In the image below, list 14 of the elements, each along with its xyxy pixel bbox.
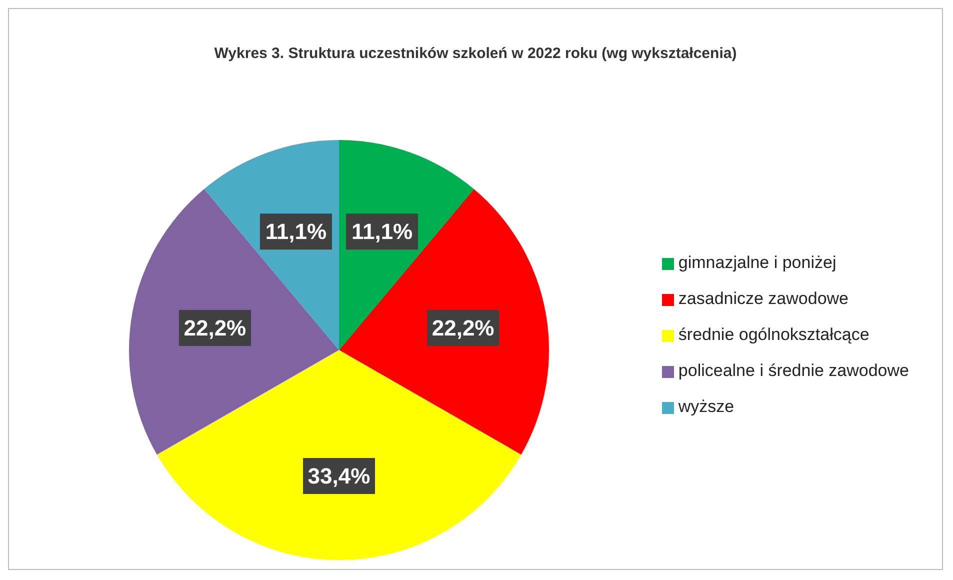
chart-title: Wykres 3. Struktura uczestników szkoleń w 2022 roku (wg wykształcenia) [213, 44, 738, 64]
pie-slice [339, 189, 549, 455]
data-label: 22,2% [184, 315, 246, 340]
data-label: 22,2% [432, 315, 494, 340]
legend-label: gimnazjalne i poniżej [678, 253, 836, 272]
data-label: 11,1% [351, 219, 413, 244]
data-label: 11,1% [265, 219, 327, 244]
pie-slice [129, 189, 339, 455]
legend-label: policealne i średnie zawodowe [678, 361, 909, 380]
legend-label: zasadnicze zawodowe [678, 289, 849, 308]
pie-slice [156, 350, 522, 560]
legend-label: średnie ogólnokształcące [678, 325, 870, 344]
legend-label: wyższe [678, 397, 734, 416]
data-label: 33,4% [308, 464, 370, 488]
